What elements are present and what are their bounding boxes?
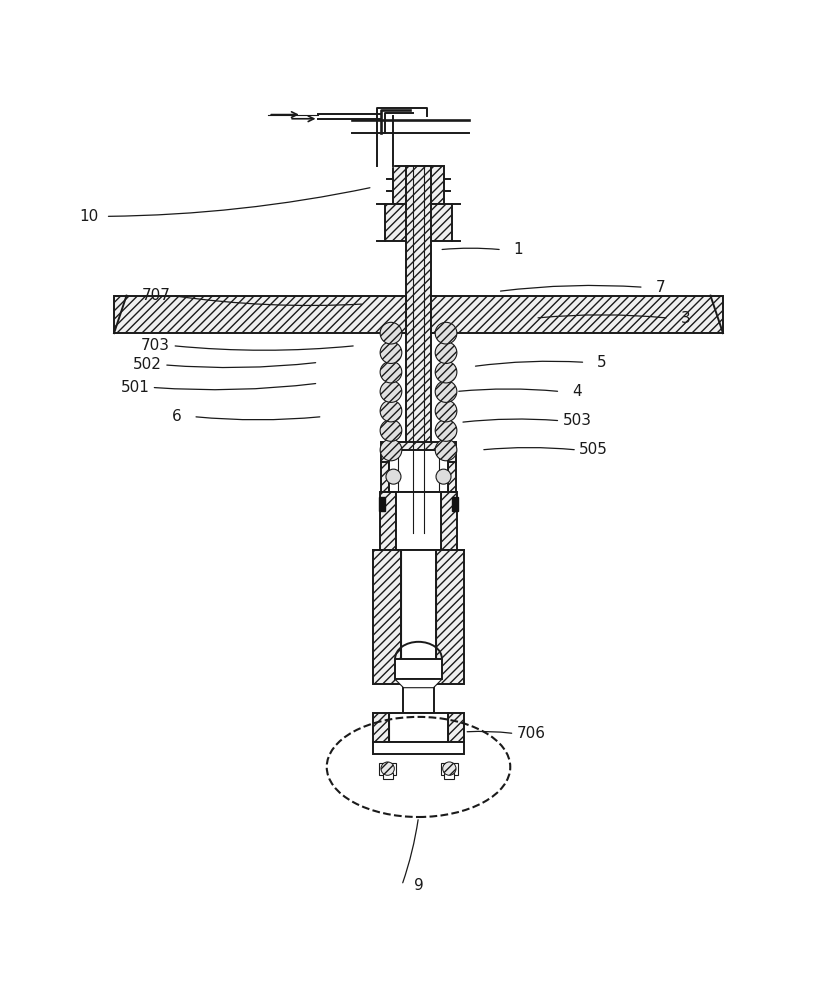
Bar [395,492,441,550]
Bar [372,713,389,742]
Circle shape [435,361,456,383]
Circle shape [380,361,401,383]
Bar [441,763,457,775]
Text: 5: 5 [597,355,606,370]
Bar [372,550,400,684]
Bar [389,450,447,492]
Text: 7: 7 [655,280,665,295]
Circle shape [442,762,456,775]
Bar [403,679,433,713]
Bar [380,450,389,492]
Bar [393,166,443,204]
Bar [444,773,454,779]
Text: 503: 503 [562,413,591,428]
Text: 501: 501 [120,380,149,395]
Bar [389,713,447,742]
Bar [380,492,395,550]
Bar [382,773,392,779]
Polygon shape [376,108,426,166]
Bar [379,763,395,775]
Bar [400,550,436,684]
Bar [380,442,456,462]
Text: 703: 703 [141,338,170,353]
Text: 4: 4 [572,384,581,399]
Bar [431,296,722,333]
Bar [372,742,464,754]
Circle shape [380,439,401,461]
Bar [385,204,451,241]
Circle shape [435,342,456,363]
Circle shape [380,322,401,344]
Polygon shape [451,497,457,511]
Bar [447,713,464,742]
Circle shape [435,420,456,441]
Text: 706: 706 [516,726,545,741]
Text: 10: 10 [79,209,99,224]
Text: 1: 1 [513,242,522,257]
Bar [405,458,431,533]
Text: 505: 505 [579,442,608,457]
Bar [405,166,431,458]
Circle shape [380,400,401,422]
Bar [447,450,456,492]
Text: 6: 6 [171,409,181,424]
Bar [395,659,441,679]
Circle shape [436,469,451,484]
Circle shape [380,762,394,775]
Polygon shape [395,679,441,688]
Bar [114,296,405,333]
Circle shape [435,439,456,461]
Text: 3: 3 [680,311,690,326]
Circle shape [435,322,456,344]
Polygon shape [379,497,385,511]
Circle shape [380,342,401,363]
Text: 502: 502 [133,357,161,372]
Circle shape [380,420,401,441]
Circle shape [435,400,456,422]
Circle shape [435,381,456,402]
Text: 9: 9 [413,878,423,893]
Circle shape [385,469,400,484]
Bar [441,492,456,550]
Bar [436,550,464,684]
Text: 707: 707 [141,288,170,303]
Circle shape [380,381,401,402]
